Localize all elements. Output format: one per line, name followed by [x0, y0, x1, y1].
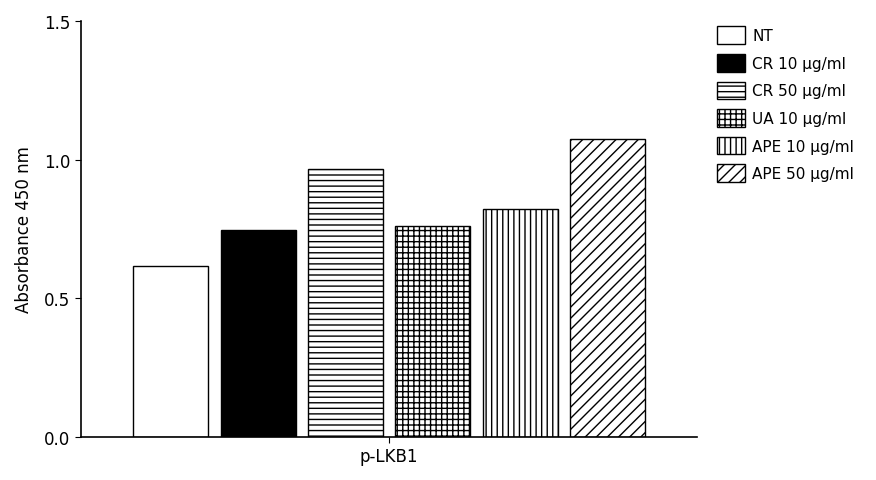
- Bar: [483, 210, 558, 437]
- Y-axis label: Absorbance 450 nm: Absorbance 450 nm: [15, 146, 33, 312]
- Bar: [395, 227, 470, 437]
- Legend: NT, CR 10 μg/ml, CR 50 μg/ml, UA 10 μg/ml, APE 10 μg/ml, APE 50 μg/ml: NT, CR 10 μg/ml, CR 50 μg/ml, UA 10 μg/m…: [711, 21, 860, 189]
- Bar: [221, 231, 295, 437]
- Bar: [570, 140, 645, 437]
- Bar: [133, 266, 208, 437]
- Bar: [308, 170, 383, 437]
